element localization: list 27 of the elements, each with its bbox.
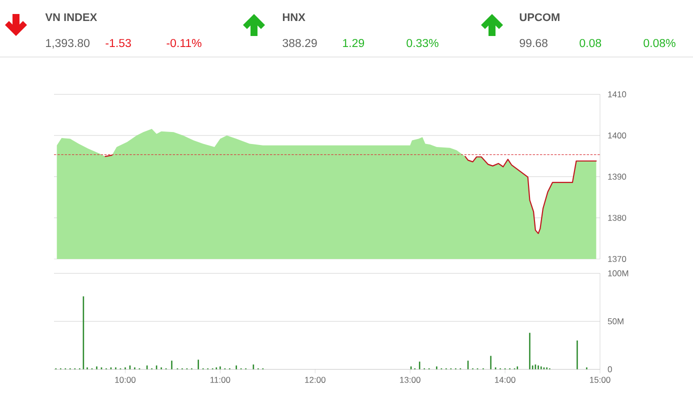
line-series [464, 156, 597, 234]
x-tick-label: 15:00 [590, 376, 610, 383]
data-label: 1.29 [343, 38, 364, 48]
x-tick-label: 12:00 [305, 376, 326, 383]
text: -0.11% [166, 38, 202, 48]
text: 99.68 [520, 38, 548, 48]
y-tick-label: 1380 [608, 214, 626, 221]
y-tick-label: 1390 [608, 174, 626, 180]
y-tick-label: 50M [608, 318, 624, 324]
category-label: HNX [282, 13, 306, 21]
x-tick-label: 11:00 [210, 376, 230, 383]
y-tick-label: 100M [608, 270, 628, 276]
y-tick-label: 1400 [608, 132, 626, 138]
category-label: UPCOM [520, 13, 560, 22]
text: 0.33% [406, 38, 438, 48]
text: 1,393.80 [46, 38, 90, 48]
y-tick-label: 1370 [608, 256, 626, 262]
y-tick-label: 1410 [608, 91, 626, 98]
category-label: VN INDEX [45, 13, 98, 21]
x-tick-label: 13:00 [400, 376, 420, 383]
x-tick-label: 14:00 [495, 376, 516, 383]
x-tick-label: 10:00 [115, 376, 136, 383]
data-label: -1.53 [106, 38, 131, 48]
y-tick-label: 0 [608, 366, 612, 372]
text: 388.29 [282, 38, 317, 48]
data-label: 0.08 [580, 38, 602, 48]
text: 0.08% [644, 38, 676, 48]
